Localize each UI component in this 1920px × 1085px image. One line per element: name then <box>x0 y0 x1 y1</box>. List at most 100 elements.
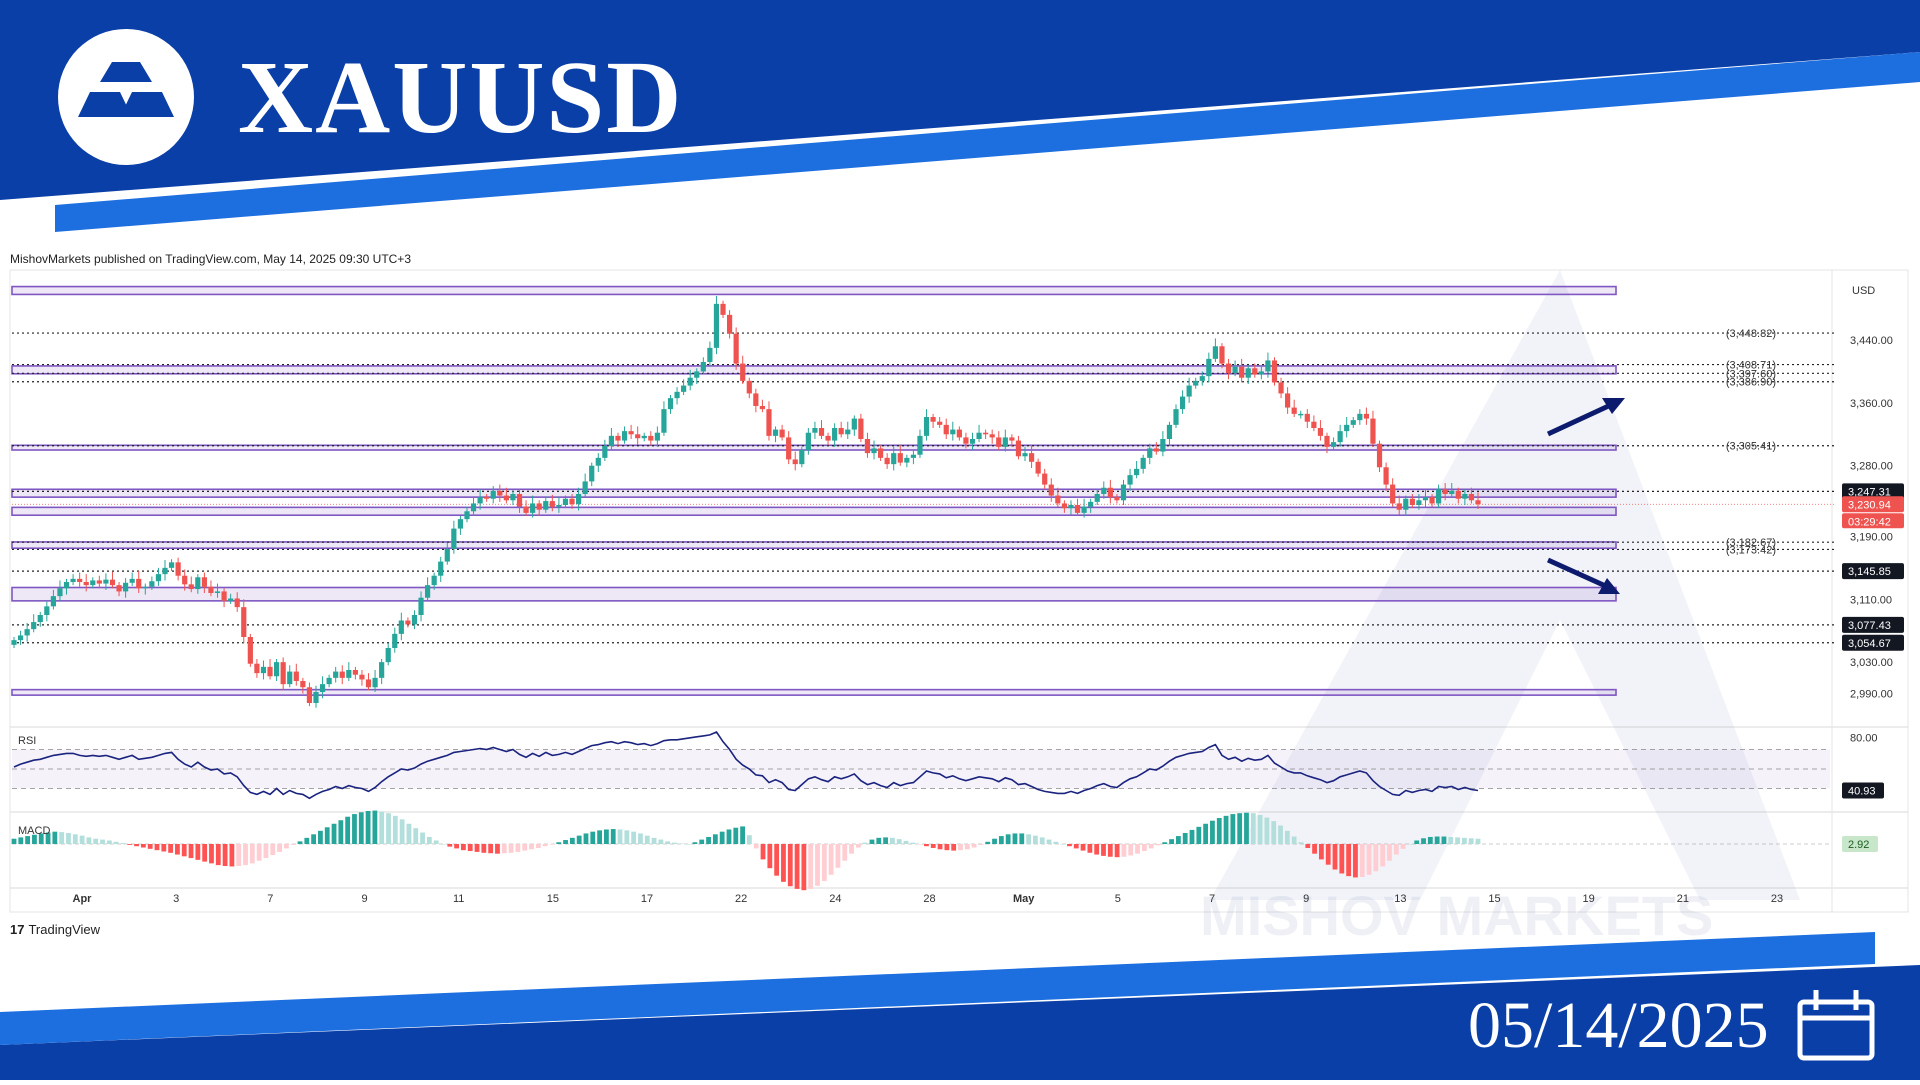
macd-histogram-bar <box>930 844 936 848</box>
bearish-candle <box>1304 409 1310 428</box>
macd-histogram-bar <box>488 844 494 854</box>
publish-date: 05/14/2025 <box>1468 989 1769 1062</box>
bullish-candle <box>871 440 877 460</box>
macd-histogram-bar <box>420 832 425 844</box>
rsi-value-label: 40.93 <box>1848 785 1876 797</box>
bearish-candle <box>241 599 247 644</box>
x-tick-label: 24 <box>829 893 841 905</box>
candle-body <box>385 648 391 663</box>
candle-body <box>1350 420 1356 425</box>
bearish-candle <box>96 575 102 589</box>
candle-body <box>969 439 976 444</box>
macd-histogram-bar <box>597 830 602 844</box>
candle-body <box>805 432 811 450</box>
bearish-candle <box>648 431 654 446</box>
candle-body <box>700 362 706 372</box>
candle-body <box>1107 487 1113 498</box>
candle-body <box>838 428 844 435</box>
candle-body <box>523 506 529 513</box>
price-tag-box <box>1842 563 1904 580</box>
price-tag-label: 3,230.94 <box>1848 499 1891 511</box>
candle-body <box>615 435 621 441</box>
bullish-candle <box>1403 495 1409 516</box>
rsi-line <box>13 730 1479 800</box>
candle-body <box>149 581 155 587</box>
candle-body <box>444 549 450 562</box>
tradingview-brand: 17 TradingView <box>10 922 100 937</box>
bullish-candle <box>1212 338 1218 362</box>
x-tick-label: 28 <box>923 893 935 905</box>
price-level-label: (3,397.60) <box>1726 368 1776 380</box>
bearish-candle <box>1055 487 1061 507</box>
macd-histogram-bar <box>508 844 514 853</box>
bullish-candle <box>1068 500 1074 515</box>
bullish-candle <box>477 489 483 510</box>
bearish-candle <box>1239 358 1245 383</box>
candle-body <box>405 620 411 625</box>
candle-body <box>595 457 601 466</box>
bearish-candle <box>792 451 798 471</box>
price-tag-box <box>1842 483 1904 500</box>
macd-histogram-bar <box>1196 826 1202 844</box>
bullish-candle <box>431 572 437 590</box>
candle-body <box>1298 413 1304 416</box>
macd-histogram-bar <box>1216 818 1222 844</box>
candle-body <box>864 439 871 454</box>
macd-histogram-bar <box>181 844 187 857</box>
macd-histogram-bar <box>1278 825 1283 844</box>
macd-histogram-bar <box>1155 844 1161 846</box>
bullish-candle <box>418 591 424 622</box>
candle-body <box>1403 498 1409 510</box>
price-level-label: (3,448.82) <box>1726 328 1776 340</box>
candle-body <box>1193 380 1199 386</box>
macd-histogram-bar <box>147 844 153 849</box>
page-title: XAUUSD <box>238 40 684 155</box>
candle-body <box>1068 505 1074 509</box>
bullish-candle <box>661 401 667 436</box>
bullish-candle <box>910 450 917 465</box>
candle-body <box>142 586 148 589</box>
price-tag-box <box>1842 616 1904 633</box>
bullish-candle <box>1160 431 1166 457</box>
candle-body <box>1324 435 1330 447</box>
macd-histogram-bar <box>842 844 848 861</box>
bullish-candle <box>510 490 516 505</box>
bearish-candle <box>635 426 641 445</box>
macd-histogram-bar <box>1101 844 1106 856</box>
bearish-candle <box>254 659 260 678</box>
candle-body <box>168 562 175 568</box>
bullish-candle <box>1186 377 1192 403</box>
macd-histogram-bar <box>1087 844 1093 853</box>
candle-body <box>667 398 674 410</box>
candle-body <box>1160 439 1166 452</box>
bullish-candle <box>1258 365 1264 380</box>
macd-histogram-bar <box>1135 844 1140 854</box>
candle-body <box>733 333 739 364</box>
macd-histogram-bar <box>610 829 616 844</box>
watermark-text: MISHOV MARKETS <box>1200 884 1713 947</box>
macd-histogram-bar <box>1312 844 1317 854</box>
candle-body <box>1147 448 1153 458</box>
macd-histogram-bar <box>372 810 378 844</box>
bullish-candle <box>805 428 811 455</box>
bearish-candle <box>182 569 188 591</box>
bearish-candle <box>1153 442 1159 455</box>
macd-value-label: 2.92 <box>1848 839 1869 851</box>
macd-histogram-bar <box>692 842 698 844</box>
bearish-candle <box>1074 498 1081 516</box>
candle-body <box>267 666 273 677</box>
macd-histogram-bar <box>1475 838 1481 844</box>
candle-body <box>720 303 726 315</box>
bullish-candle <box>621 426 628 444</box>
candle-body <box>1206 358 1212 377</box>
bullish-candle <box>444 542 450 565</box>
candle-body <box>1311 421 1317 428</box>
macd-histogram-bar <box>1039 837 1045 844</box>
macd-histogram-bar <box>1175 836 1181 844</box>
chart-panel <box>9 269 1909 913</box>
price-tag-box <box>1842 634 1904 651</box>
macd-histogram-bar <box>685 844 691 845</box>
candle-body <box>963 437 969 444</box>
macd-histogram-bar <box>338 820 344 844</box>
